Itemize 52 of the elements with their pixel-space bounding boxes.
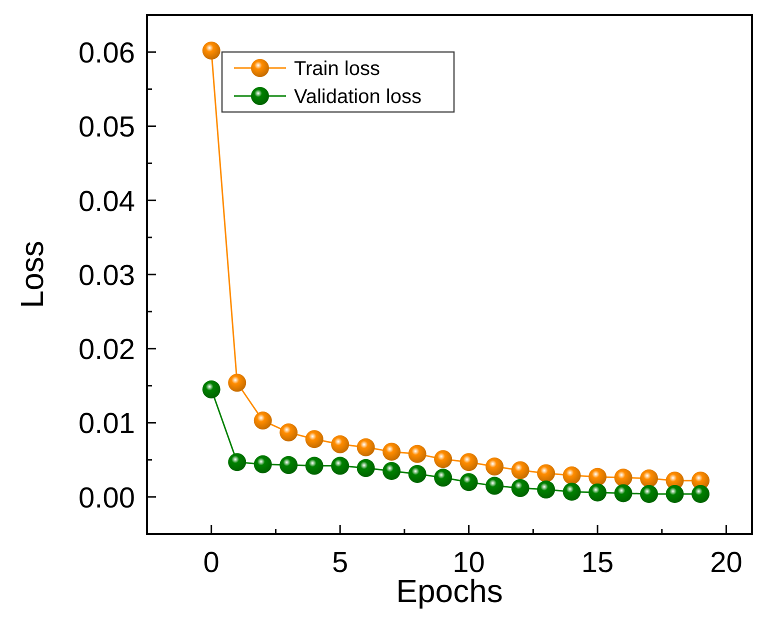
- legend-label: Validation loss: [294, 86, 422, 108]
- point: [356, 438, 375, 456]
- point: [537, 464, 556, 482]
- point: [486, 458, 504, 476]
- y-tick-label: 0.04: [78, 186, 135, 218]
- point: [640, 469, 658, 488]
- y-tick-label: 0.02: [78, 334, 135, 366]
- legend-label: Train loss: [294, 58, 380, 80]
- point: [254, 455, 272, 474]
- point: [305, 456, 324, 475]
- point: [254, 412, 272, 430]
- point: [356, 459, 375, 478]
- point: [614, 484, 632, 502]
- point: [280, 456, 298, 474]
- x-tick-label: 15: [581, 547, 614, 579]
- point: [408, 464, 426, 483]
- point: [588, 468, 607, 486]
- y-tick-label: 0.01: [78, 408, 135, 440]
- point: [562, 466, 581, 484]
- point: [331, 456, 350, 475]
- point: [305, 430, 324, 448]
- point: [434, 468, 452, 487]
- text: 0.00: [78, 482, 135, 514]
- point: [408, 444, 426, 463]
- point: [382, 462, 401, 480]
- point: [666, 484, 684, 503]
- point: [382, 442, 401, 461]
- y-tick-label: 0.03: [78, 260, 135, 292]
- point: [588, 483, 607, 502]
- x-tick-label: 20: [710, 547, 742, 579]
- point: [460, 473, 478, 492]
- point: [202, 380, 220, 398]
- point: [331, 435, 350, 454]
- y-tick-label: 0.06: [78, 38, 135, 70]
- y-axis-title: Loss: [14, 240, 50, 308]
- point: [692, 484, 710, 503]
- point: [228, 453, 246, 472]
- point: [511, 479, 530, 498]
- x-tick-label: 5: [332, 547, 348, 579]
- point: [640, 484, 658, 503]
- point: [228, 374, 246, 392]
- point: [511, 461, 530, 480]
- point: [562, 482, 581, 501]
- point: [280, 423, 298, 442]
- y-tick-label: 0.05: [78, 112, 135, 144]
- point: [486, 476, 504, 495]
- point: [460, 453, 478, 472]
- x-tick-label: 0: [203, 547, 220, 579]
- point: [537, 480, 556, 499]
- point: [614, 468, 632, 487]
- point: [202, 42, 220, 60]
- point: [434, 450, 452, 468]
